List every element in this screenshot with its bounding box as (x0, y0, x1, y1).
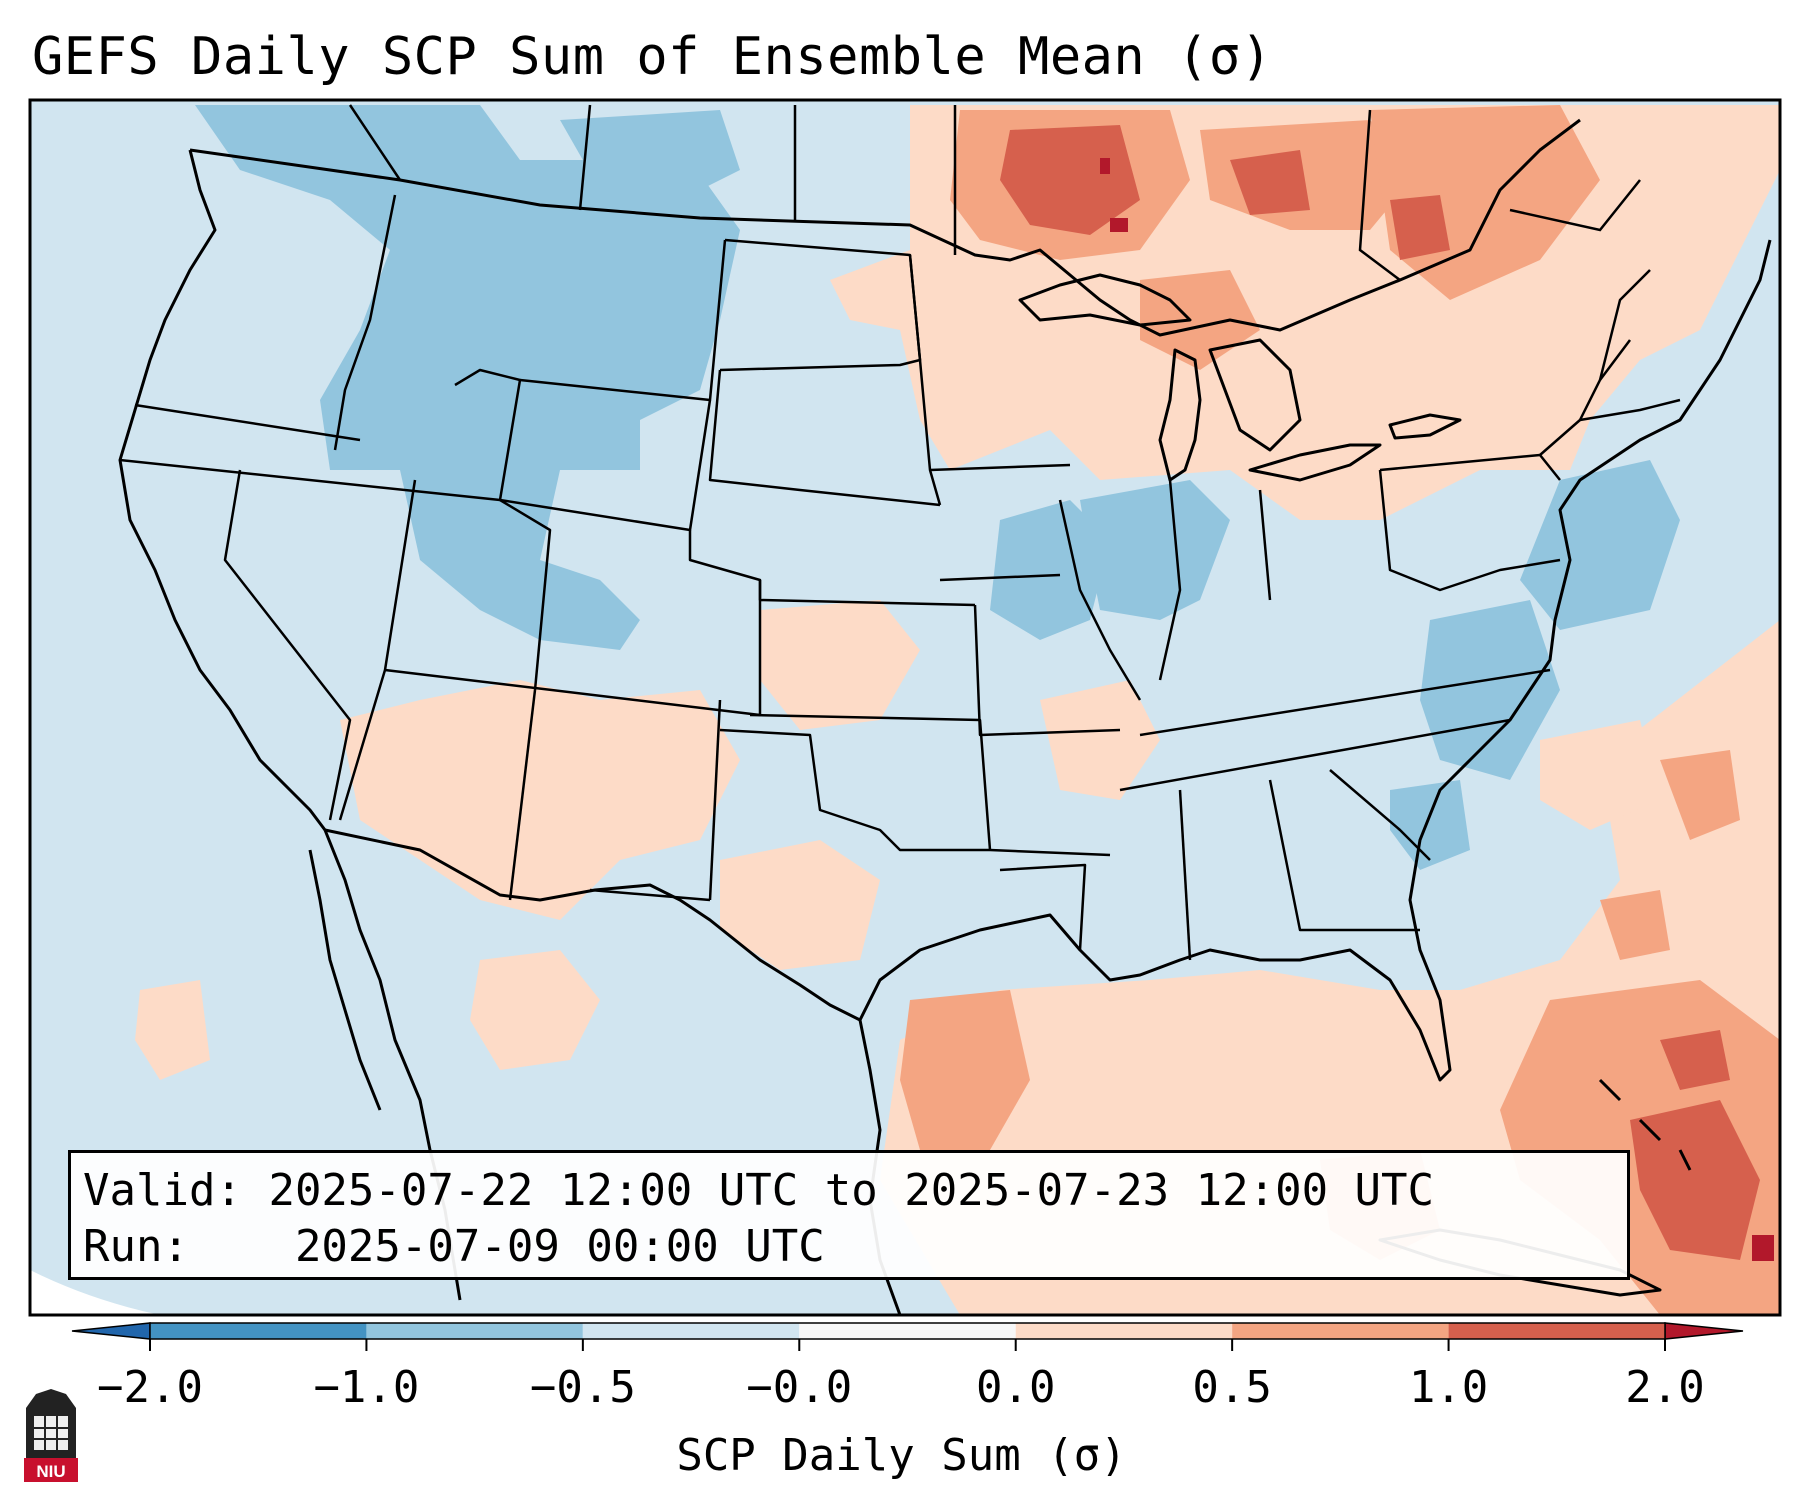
map-off-domain-corner (30, 1270, 160, 1315)
anomaly-region (560, 110, 740, 200)
map-frame (28, 98, 1782, 1317)
west-coast (118, 149, 327, 831)
anomaly-region (1520, 460, 1680, 630)
anomaly-region (1660, 1030, 1730, 1090)
anomaly-region (1000, 125, 1140, 235)
colorbar-tick-label: −0.0 (746, 1362, 853, 1413)
colorbar-tick-label: 0.0 (975, 1362, 1056, 1413)
anomaly-region (1040, 680, 1160, 800)
niu-logo: NIU (24, 1389, 78, 1482)
colorbar-bin (582, 1323, 800, 1339)
colorbar-title: SCP Daily Sum (σ) (676, 1430, 1127, 1481)
colorbar-bin (150, 1323, 367, 1339)
colorbar-bin (366, 1323, 583, 1339)
anomaly-region (1080, 480, 1230, 620)
colorbar-frame (149, 1322, 1666, 1340)
colorbar-tick-label: −0.5 (529, 1362, 636, 1413)
anomaly-region (720, 840, 880, 970)
niu-logo-text: NIU (36, 1462, 65, 1481)
colorbar-bin (1232, 1323, 1449, 1339)
valid-time-info-box: Valid: 2025-07-22 12:00 UTC to 2025-07-2… (68, 1150, 1630, 1280)
lake-ontario (1388, 413, 1462, 440)
anomaly-region (1630, 1100, 1760, 1260)
anomaly-region (990, 500, 1110, 640)
anomaly-region (1660, 750, 1740, 840)
anomaly-cell (1752, 1235, 1774, 1261)
colorbar (71, 1322, 1744, 1351)
bahamas (1598, 1078, 1692, 1171)
colorbar-tick-label: 0.5 (1192, 1362, 1272, 1413)
lake-michigan (1158, 348, 1202, 482)
lake-superior (1018, 273, 1192, 327)
valid-label: Valid: (83, 1165, 242, 1216)
colorbar-extend-low (71, 1322, 151, 1340)
colorbar-tick-label: −2.0 (97, 1362, 203, 1413)
us-mexico-border (324, 828, 861, 1022)
colorbar-tick-label: −1.0 (313, 1362, 420, 1413)
us-canada-border (189, 118, 1581, 337)
anomaly-region (1390, 780, 1470, 870)
anomaly-region (760, 600, 920, 730)
run-value: 2025-07-09 00:00 UTC (294, 1221, 825, 1272)
colorbar-bin (1448, 1323, 1665, 1339)
positive-anomaly-extreme-layer (1100, 158, 1774, 1261)
colorbar-bin (799, 1323, 1016, 1339)
anomaly-cell (1100, 158, 1110, 174)
gulf-coast (858, 239, 1772, 1082)
lake-erie (1248, 443, 1382, 482)
anomaly-region (1600, 890, 1670, 960)
colorbar-bin (1015, 1323, 1233, 1339)
anomaly-region (1390, 195, 1450, 260)
colorbar-tick-label: 1.0 (1408, 1362, 1489, 1413)
anomaly-region (1540, 720, 1660, 830)
state-borders (119, 194, 1681, 961)
colorbar-tick-label: 2.0 (1625, 1362, 1705, 1413)
anomaly-region (470, 950, 600, 1070)
colorbar-extend-high (1664, 1322, 1744, 1340)
anomaly-cell (1110, 218, 1128, 232)
anomaly-region (1420, 600, 1560, 780)
map-title: GEFS Daily SCP Sum of Ensemble Mean (σ) (32, 27, 1273, 87)
province-borders (348, 104, 1641, 281)
anomaly-region (900, 990, 1030, 1150)
baja-outer-coast (308, 849, 382, 1111)
anomaly-region (1230, 150, 1310, 215)
anomaly-region (1350, 300, 1460, 420)
anomaly-region (135, 980, 210, 1080)
run-label: Run: (83, 1221, 189, 1272)
lake-huron (1208, 338, 1302, 452)
valid-value: 2025-07-22 12:00 UTC to 2025-07-23 12:00… (268, 1165, 1435, 1216)
positive-anomaly-strong-layer (1000, 125, 1760, 1260)
